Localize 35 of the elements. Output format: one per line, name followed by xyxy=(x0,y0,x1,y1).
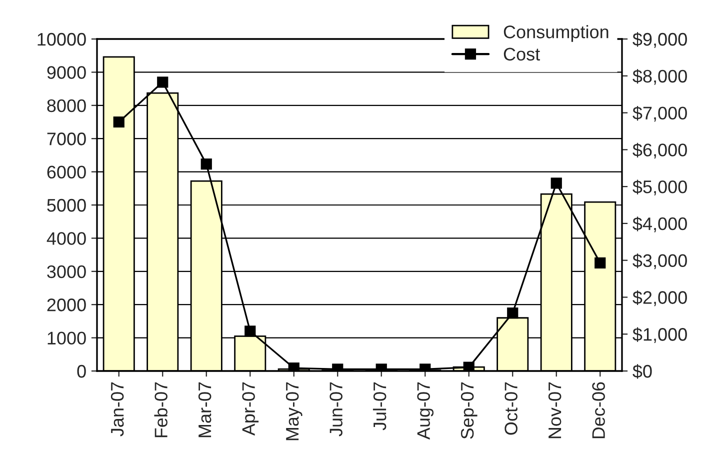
y-tick-label: 10000 xyxy=(38,32,86,46)
x-tick-label: Aug-07 xyxy=(417,382,434,440)
legend-label: Cost xyxy=(504,48,540,61)
legend-label: Consumption xyxy=(504,25,608,42)
y-tick-label: 5000 xyxy=(47,198,86,212)
y2-tick-label: $2,000 xyxy=(632,290,687,306)
y2-tick-label: $8,000 xyxy=(632,69,687,85)
y-tick-label: 2000 xyxy=(47,298,86,312)
y-tick-label: 7000 xyxy=(47,132,86,146)
x-tick-label: Dec-06 xyxy=(592,382,605,438)
y-tick-label: 0 xyxy=(77,364,86,378)
x-tick-label: Apr-07 xyxy=(242,382,259,436)
y2-tick-label: $4,000 xyxy=(632,216,687,232)
x-tick-label: Feb-07 xyxy=(154,382,168,438)
y2-tick-label: $3,000 xyxy=(632,254,687,270)
y2-tick-label: $9,000 xyxy=(632,32,687,48)
y2-tick-label: $7,000 xyxy=(632,106,687,122)
y-tick-label: 9000 xyxy=(47,66,86,79)
y2-tick-label: $5,000 xyxy=(632,180,687,196)
x-tick-label: Sep-07 xyxy=(460,382,478,439)
y2-tick-label: $1,000 xyxy=(632,327,687,343)
x-tick-label: Jan-07 xyxy=(110,382,124,436)
x-tick-label: Jul-07 xyxy=(372,382,386,430)
x-tick-label: Nov-07 xyxy=(548,382,562,438)
x-tick-label: Oct-07 xyxy=(504,382,518,435)
y2-tick-label: $6,000 xyxy=(632,142,687,159)
y-tick-label: 3000 xyxy=(47,265,86,278)
x-tick-label: May-07 xyxy=(286,382,302,440)
y-tick-label: 4000 xyxy=(46,232,86,245)
x-tick-label: Mar-07 xyxy=(198,382,212,438)
y2-tick-label: $0 xyxy=(632,364,652,379)
x-tick-label: Jun-07 xyxy=(330,382,342,436)
y-tick-label: 1000 xyxy=(48,332,86,345)
y-tick-label: 6000 xyxy=(47,166,86,179)
y-tick-label: 8000 xyxy=(47,99,86,112)
